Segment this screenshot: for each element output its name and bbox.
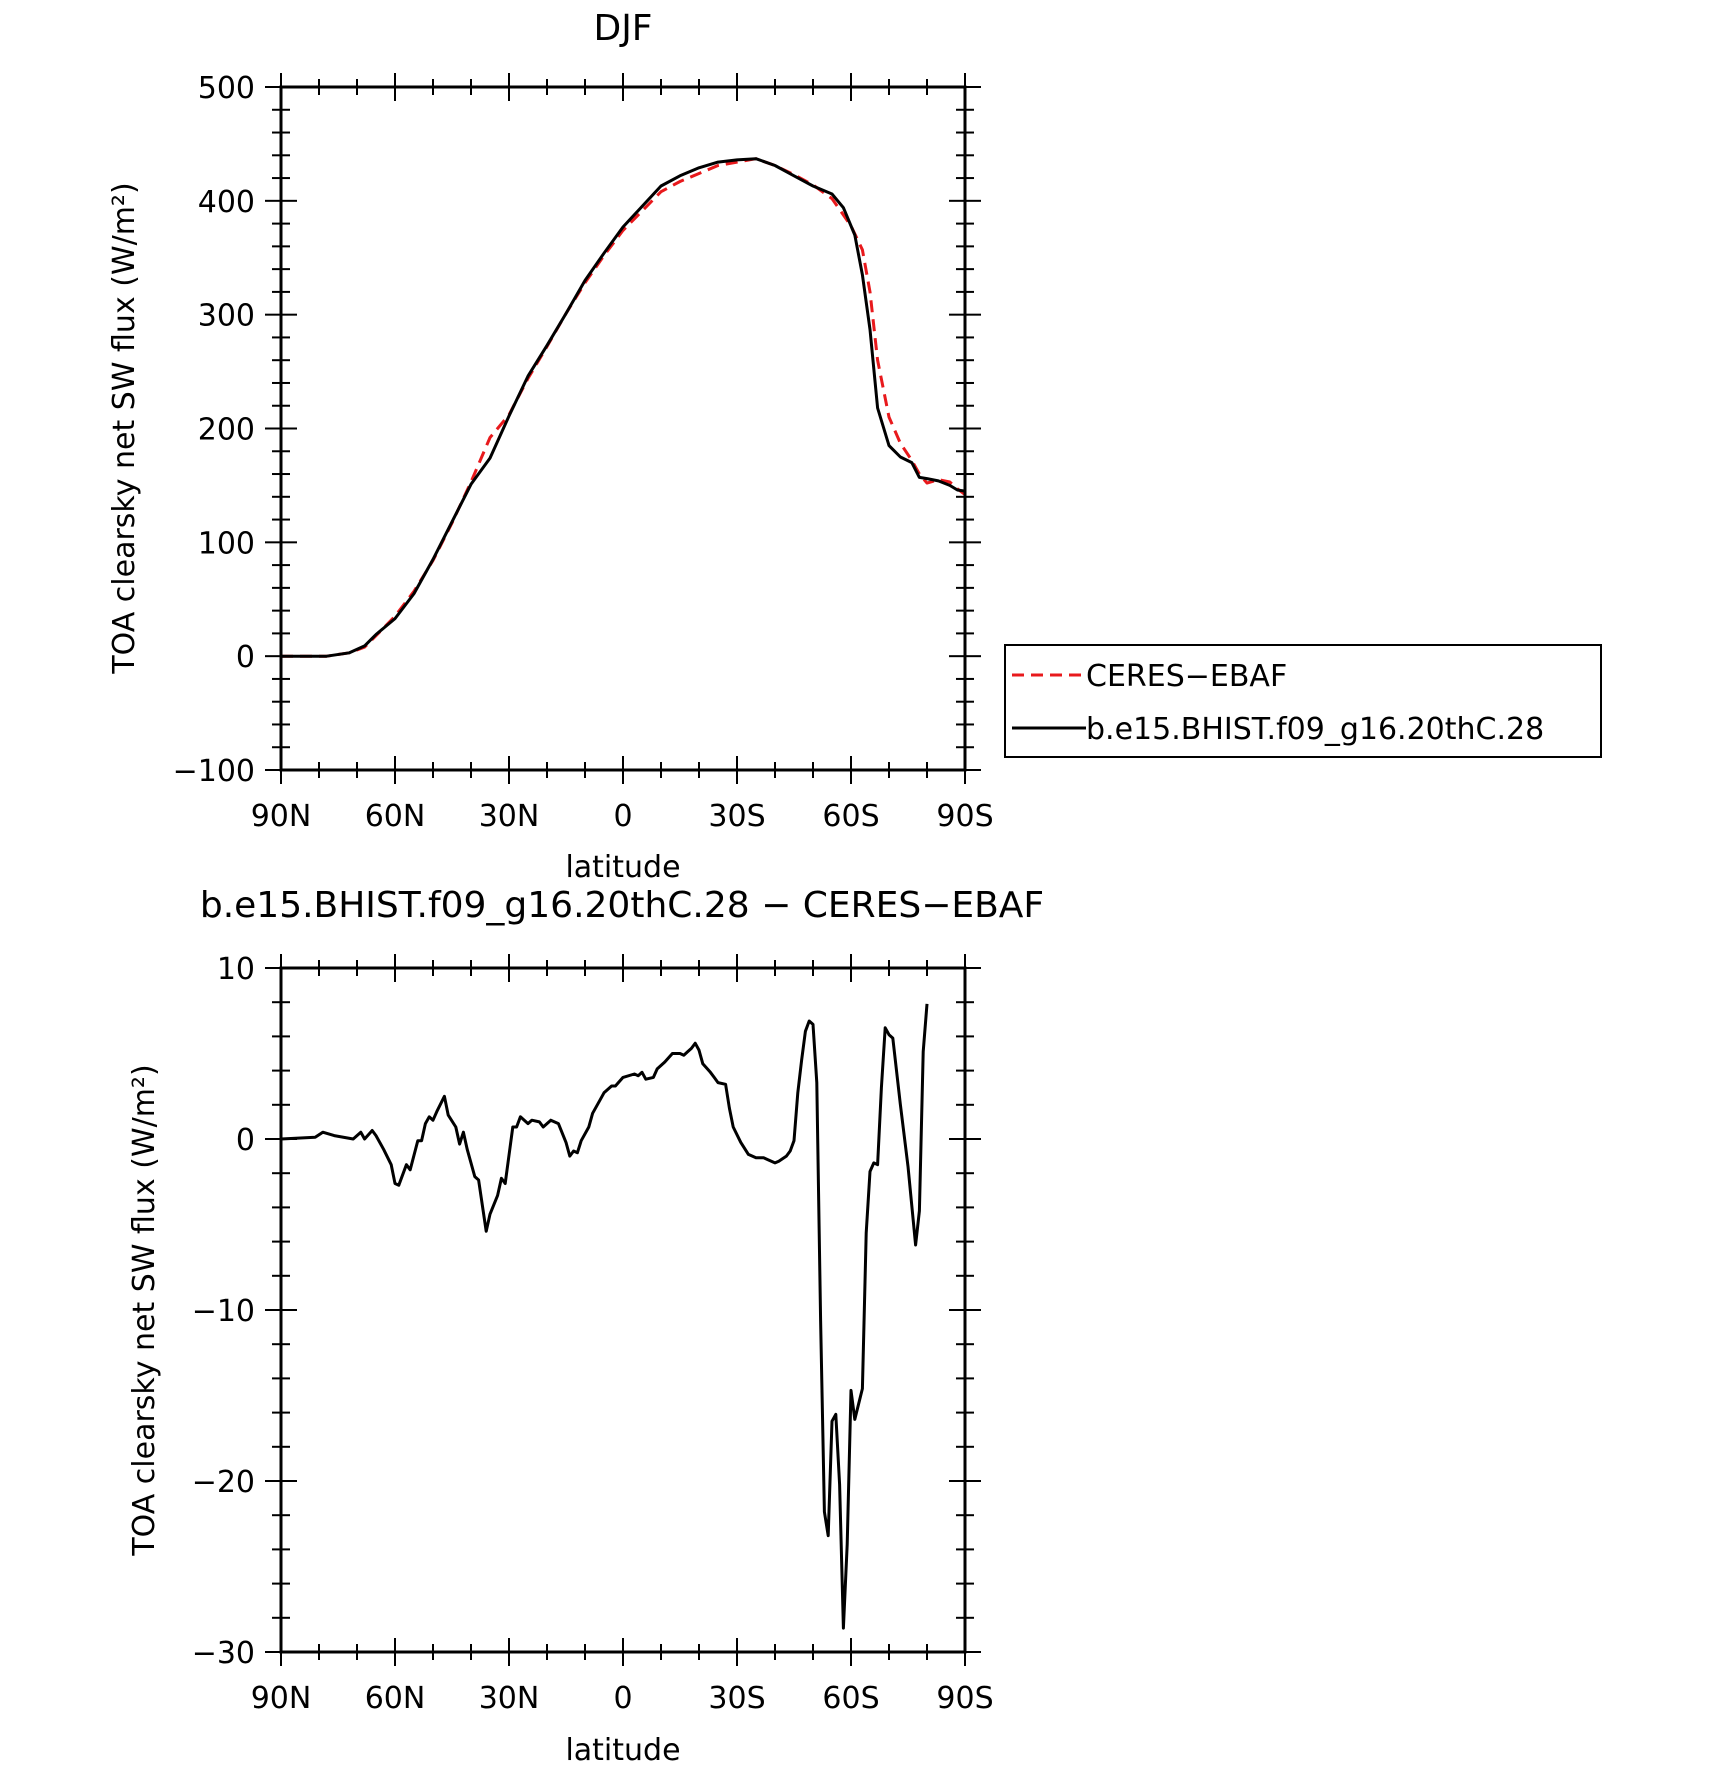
top-series-line-0 — [281, 157, 966, 658]
bottom-series-group — [280, 1003, 929, 1630]
bot-x-tick-label: 0 — [613, 1681, 632, 1716]
top-x-tick-label: 30S — [708, 799, 765, 834]
top-y-tick-label: 400 — [198, 185, 255, 220]
bottom-plot-frame — [279, 966, 967, 1654]
bottom-x-tick-labels: 90N 60N 30N 0 30S 60S 90S — [251, 1681, 994, 1716]
bot-x-tick-label: 60S — [822, 1681, 879, 1716]
bot-x-tick-label: 90S — [936, 1681, 993, 1716]
top-x-tick-labels: 90N 60N 30N 0 30S 60S 90S — [251, 799, 994, 834]
bottom-axes-ticks — [265, 954, 981, 1666]
top-plot-title: DJF — [593, 8, 652, 49]
top-y-axis-title: TOA clearsky net SW flux (W/m²) — [107, 182, 142, 674]
bot-y-tick-label: 10 — [217, 952, 255, 987]
bottom-y-tick-labels: −30 −20 −10 0 10 — [192, 952, 255, 1671]
bottom-x-axis-title: latitude — [565, 1733, 680, 1767]
bot-y-tick-label: 0 — [236, 1123, 255, 1158]
bottom-y-axis-title: TOA clearsky net SW flux (W/m²) — [127, 1064, 162, 1556]
legend-label-model: b.e15.BHIST.f09_g16.20thC.28 — [1086, 712, 1544, 747]
bot-y-tick-label: −20 — [192, 1465, 255, 1500]
bot-x-tick-label: 30N — [479, 1681, 540, 1716]
bot-y-tick-label: −30 — [192, 1636, 255, 1671]
top-y-tick-label: 500 — [198, 71, 255, 106]
climatology-panel: DJF −100 0 100 200 300 400 500 90N 60N 30N 0 30S 60… — [107, 8, 1602, 885]
top-x-tick-label: 90N — [251, 799, 312, 834]
difference-panel: b.e15.BHIST.f09_g16.20thC.28 − CERES−EBA… — [127, 885, 1044, 1767]
bot-x-tick-label: 60N — [365, 1681, 426, 1716]
top-series-group — [281, 157, 966, 658]
top-plot-frame — [279, 85, 967, 772]
top-y-tick-label: 100 — [198, 526, 255, 561]
bot-y-tick-label: −10 — [192, 1294, 255, 1329]
top-series-line-1 — [281, 157, 966, 658]
top-x-tick-label: 60S — [822, 799, 879, 834]
legend-frame — [1004, 644, 1602, 758]
top-x-tick-label: 90S — [936, 799, 993, 834]
top-x-axis-title: latitude — [565, 850, 680, 885]
top-y-tick-label: −100 — [173, 754, 255, 789]
bottom-plot-title: b.e15.BHIST.f09_g16.20thC.28 − CERES−EBA… — [200, 885, 1044, 926]
top-y-tick-label: 300 — [198, 299, 255, 334]
top-x-tick-label: 30N — [479, 799, 540, 834]
legend-label-ceres: CERES−EBAF — [1086, 659, 1287, 694]
top-x-tick-label: 60N — [365, 799, 426, 834]
legend: CERES−EBAF b.e15.BHIST.f09_g16.20thC.28 — [1004, 644, 1602, 758]
top-y-tick-label: 0 — [236, 640, 255, 675]
top-x-tick-label: 0 — [613, 799, 632, 834]
bot-x-tick-label: 90N — [251, 1681, 312, 1716]
top-axes-ticks — [265, 73, 981, 784]
top-y-tick-label: 200 — [198, 413, 255, 448]
bot-series-line-0 — [280, 1003, 929, 1630]
top-y-tick-labels: −100 0 100 200 300 400 500 — [173, 71, 255, 789]
bot-x-tick-label: 30S — [708, 1681, 765, 1716]
